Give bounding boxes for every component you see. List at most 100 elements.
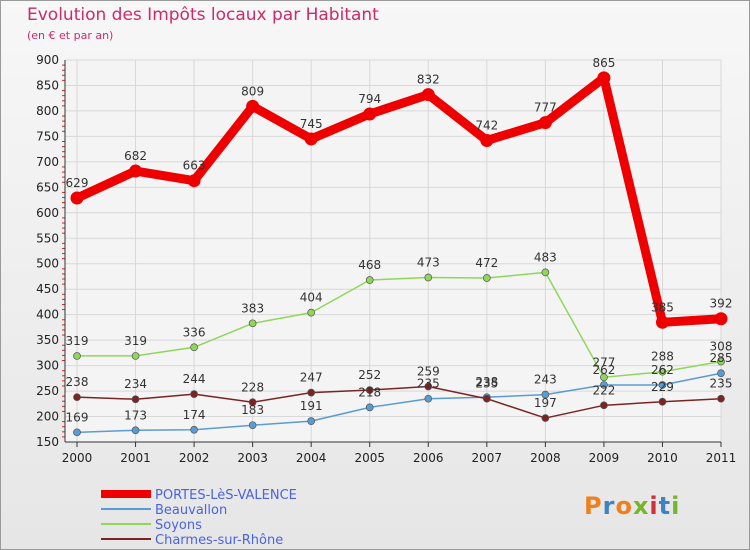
data-point [129, 164, 143, 178]
data-label: 238 [66, 375, 89, 389]
data-point [190, 343, 198, 352]
data-label: 197 [534, 396, 557, 410]
logo-letter: t [658, 492, 672, 520]
data-point [717, 394, 725, 403]
legend-label: Beauvallon [155, 503, 227, 518]
data-label: 238 [475, 375, 498, 389]
data-point [658, 381, 667, 389]
data-point [600, 373, 608, 382]
data-label: 222 [592, 383, 615, 397]
data-point [600, 401, 608, 410]
y-tick-label: 650 [36, 180, 59, 194]
data-point [658, 397, 667, 406]
data-point [131, 395, 140, 404]
data-label: 288 [651, 350, 674, 364]
proxiti-logo: Proxiti [584, 492, 680, 520]
data-label: 277 [592, 355, 615, 369]
data-label: 252 [358, 368, 381, 382]
data-label: 663 [183, 159, 206, 173]
legend: PORTES-LèS-VALENCEBeauvallonSoyonsCharme… [101, 488, 297, 548]
data-point [541, 268, 550, 277]
series-line [76, 372, 722, 434]
data-label: 247 [300, 371, 323, 385]
data-point [541, 414, 550, 422]
series-layer [70, 71, 728, 437]
chart-title: Evolution des Impôts locaux par Habitant [27, 5, 379, 25]
y-tick-label: 550 [36, 231, 59, 245]
data-point [73, 393, 81, 402]
logo-letter: P [584, 492, 603, 520]
data-point [248, 319, 257, 328]
data-label: 234 [124, 377, 147, 391]
data-label: 228 [241, 380, 264, 394]
data-point [304, 132, 318, 146]
data-label: 745 [300, 117, 323, 131]
data-label: 319 [124, 334, 147, 348]
data-label: 285 [710, 351, 733, 365]
data-point [424, 273, 433, 282]
chart-subtitle: (en € et par an) [27, 29, 114, 42]
data-point [600, 381, 608, 389]
data-point [248, 421, 257, 430]
data-label: 809 [241, 84, 264, 98]
data-label: 385 [651, 300, 674, 314]
y-tick-label: 450 [36, 282, 59, 296]
data-label: 404 [300, 291, 323, 305]
data-label: 629 [66, 176, 89, 190]
data-point [714, 312, 728, 326]
data-label: 191 [300, 399, 323, 413]
data-point [482, 274, 491, 282]
data-point [246, 99, 260, 113]
data-label: 229 [651, 380, 674, 394]
data-label: 218 [358, 385, 381, 399]
y-tick-label: 900 [36, 53, 59, 67]
x-tick-label: 2003 [237, 451, 268, 465]
data-point [187, 174, 201, 188]
data-label: 483 [534, 250, 557, 264]
data-label: 682 [124, 149, 147, 163]
data-label: 174 [183, 408, 206, 422]
data-label: 832 [417, 73, 440, 87]
data-label: 777 [534, 101, 557, 115]
data-point [482, 394, 491, 403]
data-label: 183 [241, 403, 264, 417]
series-line [76, 271, 722, 379]
data-point [307, 388, 316, 397]
data-label: 262 [592, 363, 615, 377]
data-point [73, 428, 81, 437]
y-tick-label: 300 [36, 359, 59, 373]
x-tick-label: 2011 [706, 451, 737, 465]
data-point [424, 394, 433, 403]
series-line [72, 73, 726, 327]
data-point [658, 367, 667, 376]
x-tick-label: 2007 [472, 451, 503, 465]
logo-letter: i [671, 492, 681, 520]
data-point [307, 308, 316, 317]
x-tick-label: 2008 [530, 451, 561, 465]
logo-letter: o [615, 492, 633, 520]
data-label: 468 [358, 258, 381, 272]
y-tick-label: 850 [36, 78, 59, 92]
data-label: 308 [710, 340, 733, 354]
y-tick-label: 600 [36, 206, 59, 220]
data-point [717, 369, 725, 378]
y-tick-label: 350 [36, 333, 59, 347]
y-tick-label: 500 [36, 257, 59, 271]
data-label: 243 [534, 373, 557, 387]
data-label: 262 [651, 363, 674, 377]
y-tick-label: 750 [36, 129, 59, 143]
y-tick-label: 800 [36, 104, 59, 118]
data-point [421, 88, 435, 102]
data-point [655, 315, 669, 329]
data-label: 336 [183, 325, 206, 339]
x-tick-label: 2006 [413, 451, 444, 465]
data-point [717, 357, 725, 366]
x-tick-label: 2001 [120, 451, 151, 465]
y-tick-label: 700 [36, 155, 59, 169]
axes: 150 200 250 300 350 400 450 500 550 600 650 700 750 8… [36, 53, 736, 465]
legend-label: PORTES-LèS-VALENCE [155, 488, 297, 503]
logo-letter: r [602, 492, 616, 520]
